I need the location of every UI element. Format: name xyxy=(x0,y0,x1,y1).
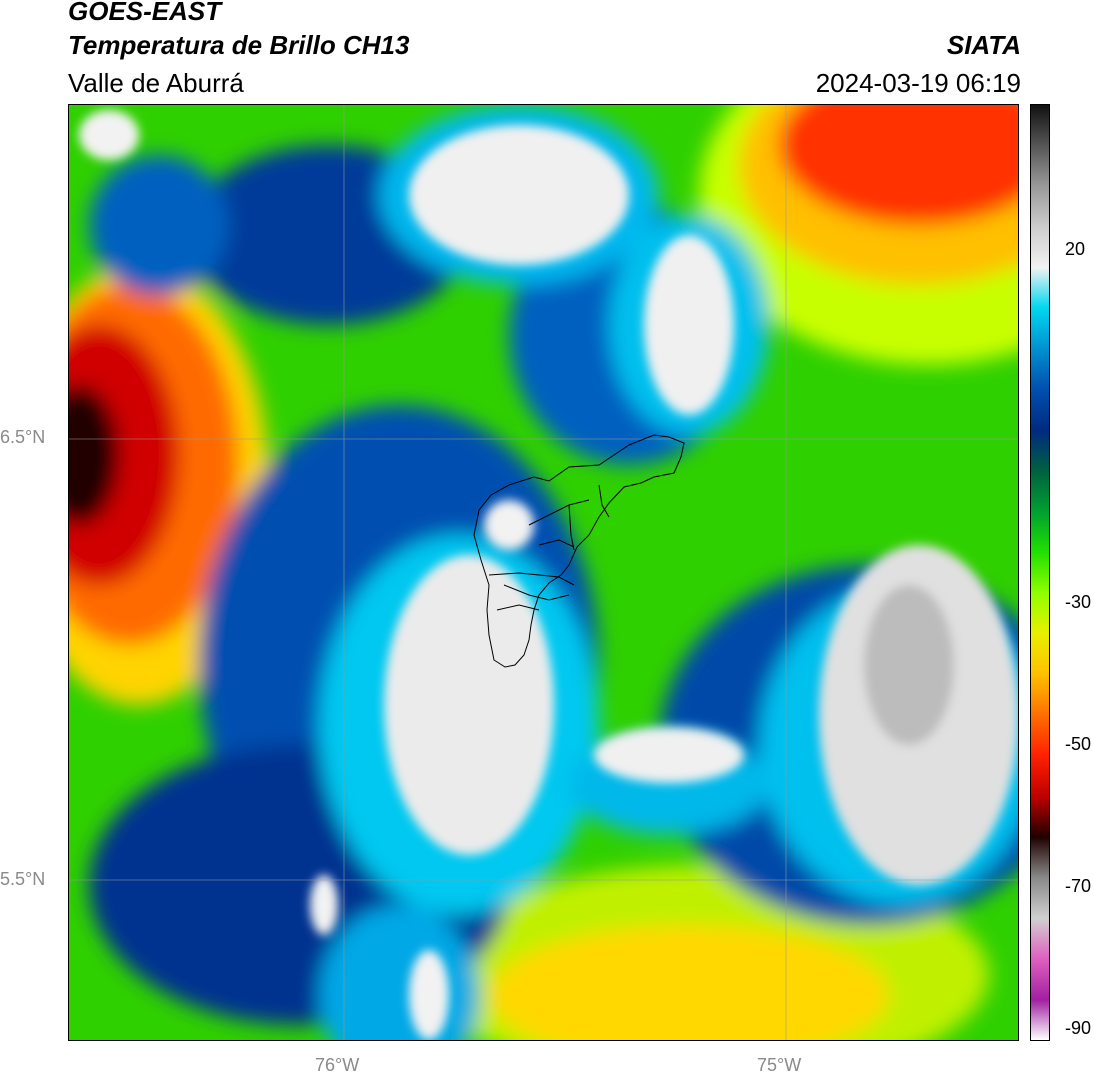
lat-label-5-5: 5.5°N xyxy=(0,869,46,889)
lat-label-6-5: 6.5°N xyxy=(0,427,46,447)
map-canvas xyxy=(69,105,1018,1040)
colorbar-tick-20: 20 xyxy=(1065,239,1086,259)
colorbar-tick-minus50: -50 xyxy=(1065,734,1092,754)
timestamp-label: 2024-03-19 06:19 xyxy=(815,68,1021,98)
colorbar-tick-minus30: -30 xyxy=(1065,592,1092,612)
temperature-colorbar xyxy=(1030,104,1050,1041)
valle-aburra-boundary xyxy=(473,434,685,668)
satellite-title: GOES-EAST xyxy=(68,0,222,26)
brightness-temperature-map xyxy=(68,104,1019,1041)
product-title: Temperatura de Brillo CH13 xyxy=(68,30,410,60)
lon-label-76w: 76°W xyxy=(315,1055,360,1075)
colorbar-tick-minus90: -90 xyxy=(1065,1018,1092,1038)
colorbar-tick-minus70: -70 xyxy=(1065,876,1092,896)
lon-label-75w: 75°W xyxy=(757,1055,802,1075)
region-label: Valle de Aburrá xyxy=(68,68,244,98)
agency-label: SIATA xyxy=(946,30,1021,60)
graticule xyxy=(69,105,1018,1040)
